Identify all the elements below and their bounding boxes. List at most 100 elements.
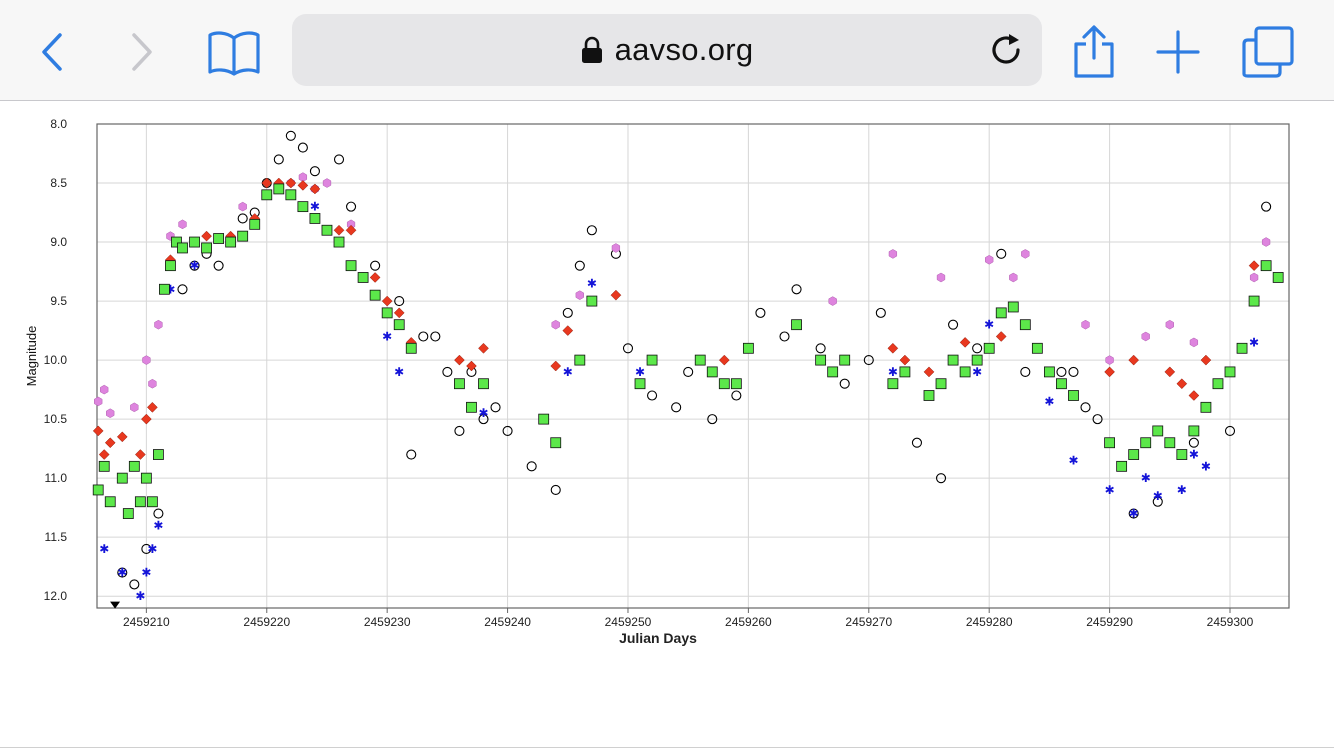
open-circle-point	[1224, 425, 1236, 436]
chevron-left-icon	[42, 33, 62, 71]
green-square-point	[1140, 437, 1152, 449]
open-circle-point	[1188, 437, 1199, 448]
open-circle-point	[586, 225, 597, 236]
green-square-point	[177, 242, 188, 254]
green-square-point	[104, 496, 116, 508]
x-tick-label: 2459250	[605, 615, 652, 629]
open-circle-point	[875, 307, 886, 318]
open-circle-point	[526, 461, 537, 472]
green-square-point	[321, 224, 333, 236]
green-square-point	[706, 366, 718, 378]
red-diamond-point	[1176, 378, 1188, 390]
green-square-point	[791, 319, 802, 331]
green-square-point	[249, 218, 261, 230]
open-circle-point	[562, 307, 573, 318]
open-circle-point	[815, 343, 826, 354]
violet-hexagon-point	[575, 290, 584, 300]
red-diamond-point	[466, 360, 477, 372]
red-diamond-point	[1188, 390, 1200, 401]
chevron-right-icon	[132, 33, 152, 71]
violet-hexagon-point	[888, 249, 898, 259]
tabs-button[interactable]	[1238, 22, 1298, 82]
red-diamond-point	[1128, 354, 1140, 366]
violet-hexagon-point	[322, 178, 332, 188]
open-circle-point	[333, 154, 345, 165]
open-circle-point	[297, 142, 308, 153]
lock-icon	[581, 36, 603, 64]
violet-hexagon-point	[106, 408, 115, 418]
red-diamond-point	[959, 337, 971, 348]
blue-star-point: ✱	[153, 518, 163, 532]
green-square-point	[742, 342, 754, 354]
blue-star-point: ✱	[563, 365, 573, 379]
green-square-point	[923, 390, 935, 401]
forward-button[interactable]	[112, 22, 172, 82]
new-tab-button[interactable]	[1148, 22, 1208, 82]
green-square-point	[454, 378, 465, 390]
open-circle-point	[574, 260, 585, 271]
green-square-point	[1068, 390, 1079, 401]
green-square-point	[159, 283, 170, 295]
green-square-point	[92, 484, 104, 496]
share-button[interactable]	[1064, 22, 1124, 82]
open-circle-point	[683, 366, 694, 377]
open-circle-point	[791, 284, 802, 295]
reload-button[interactable]	[984, 28, 1028, 72]
violet-hexagon-point	[1141, 331, 1150, 342]
green-square-point	[1152, 425, 1164, 437]
green-square-point	[1260, 260, 1272, 272]
open-circle-point	[996, 248, 1007, 259]
green-square-point	[122, 508, 134, 519]
green-square-point	[213, 233, 225, 244]
green-square-point	[983, 342, 995, 354]
green-square-point	[1164, 437, 1176, 449]
light-curve-svg: ✱✱✱✱✱✱✱✱✱✱✱✱✱✱✱✱✱✱✱✱✱✱✱✱✱✱✱✱✱ 2459210245…	[24, 117, 1290, 646]
bookmarks-button[interactable]	[204, 22, 264, 82]
red-diamond-point	[393, 307, 405, 319]
violet-hexagon-point	[936, 272, 946, 283]
back-button[interactable]	[22, 22, 82, 82]
open-circle-point	[1092, 414, 1103, 425]
blue-star-point: ✱	[141, 566, 151, 580]
green-square-point	[947, 354, 959, 366]
violet-hexagon-point	[1009, 272, 1018, 283]
green-square-point	[1176, 449, 1188, 460]
y-axis-title: Magnitude	[24, 326, 39, 387]
green-square-point	[574, 354, 586, 366]
address-bar[interactable]: aavso.org	[292, 14, 1042, 86]
green-square-point	[345, 260, 357, 272]
green-square-point	[1019, 319, 1031, 331]
open-circle-point	[779, 331, 790, 342]
open-circle-point	[839, 378, 850, 389]
red-diamond-point	[562, 325, 574, 336]
violet-hexagon-point	[94, 396, 103, 407]
blue-star-point: ✱	[394, 365, 404, 379]
blue-star-point: ✱	[1068, 453, 1078, 467]
x-tick-label: 2459260	[725, 615, 772, 629]
violet-hexagon-point	[238, 201, 247, 212]
green-square-point	[634, 378, 646, 390]
open-circle-point	[370, 260, 381, 271]
red-diamond-point	[98, 449, 110, 460]
open-circle-point	[1020, 366, 1031, 377]
green-square-point	[134, 496, 146, 508]
green-square-point	[1200, 401, 1212, 413]
violet-hexagon-point	[1165, 319, 1174, 330]
green-square-point	[140, 472, 152, 484]
open-circle-point	[129, 579, 140, 590]
open-circle-point	[1080, 402, 1091, 413]
open-circle-point	[285, 130, 296, 141]
green-square-point	[1224, 366, 1236, 378]
open-circle-point	[647, 390, 658, 401]
blue-star-point: ✱	[1044, 394, 1054, 408]
open-circle-point	[911, 437, 923, 448]
green-square-point	[466, 401, 477, 413]
green-square-point	[297, 201, 309, 213]
green-square-point	[393, 319, 405, 331]
red-diamond-point	[478, 342, 489, 354]
red-diamond-point	[1164, 366, 1176, 378]
open-circle-point	[213, 260, 224, 271]
green-square-point	[1188, 425, 1200, 437]
green-square-point	[550, 437, 562, 449]
open-circle-point	[502, 425, 513, 436]
